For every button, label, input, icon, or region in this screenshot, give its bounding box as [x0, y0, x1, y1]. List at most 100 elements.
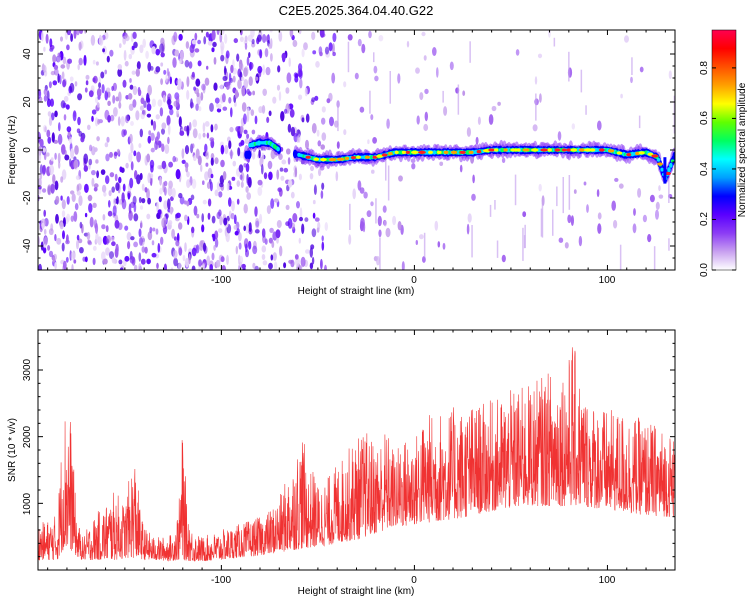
spectrogram-noise-cell [136, 61, 141, 70]
spectrogram-noise-cell [273, 261, 278, 270]
spectrogram-noise-cell [107, 100, 111, 107]
spectrogram-noise-cell [370, 114, 374, 121]
spectrogram-noise-cell [47, 136, 52, 144]
spectrogram-noise-cell [361, 43, 366, 54]
spectrogram-noise-cell [118, 176, 122, 184]
spectrogram-noise-cell [129, 255, 135, 264]
spectrogram-noise-cell [184, 257, 190, 268]
spectrogram-noise-cell [305, 249, 310, 254]
spectrogram-noise-cell [51, 132, 55, 143]
spectrogram-noise-cell [131, 45, 135, 51]
spectrogram-noise-cell [163, 263, 167, 270]
spectrogram-noise-cell [310, 244, 315, 250]
spectrogram-noise-cell [53, 64, 59, 70]
spectrogram-noise-cell [56, 237, 62, 245]
spectrogram-noise-cell [94, 117, 99, 127]
spectrogram-noise-cell [258, 149, 261, 159]
spectrogram-noise-cell [491, 105, 497, 112]
spectrogram-noise-cell [78, 57, 83, 66]
spectrogram-noise-cell [87, 194, 93, 202]
spectrogram-noise-cell [156, 262, 159, 269]
spectrogram-noise-cell [139, 44, 144, 54]
spectrogram-noise-cell [203, 36, 207, 45]
spectrogram-noise-cell [69, 82, 75, 93]
spectrogram-noise-cell [146, 153, 151, 163]
spectrogram-noise-cell [119, 166, 123, 173]
spectrogram-noise-cell [200, 164, 203, 172]
spectrogram-noise-cell [49, 38, 53, 48]
spectrogram-noise-cell [216, 103, 219, 108]
spectrogram-noise-cell [55, 213, 59, 224]
spectrogram-noise-cell [538, 183, 542, 192]
spectrogram-x-axis-label: Height of straight line (km) [298, 286, 415, 297]
spectrogram-noise-cell [534, 76, 538, 85]
spectrogram-noise-cell [178, 247, 183, 256]
spectrogram-noise-cell [252, 245, 258, 255]
spectrogram-noise-cell [150, 119, 154, 126]
spectrogram-noise-cell [105, 247, 110, 256]
spectrogram-noise-cell [343, 129, 347, 136]
spectrogram-noise-cell [85, 80, 89, 86]
spectrogram-noise-cell [169, 206, 173, 215]
spectrogram-noise-cell [38, 263, 42, 270]
signal-peak-cell [468, 150, 474, 154]
snr-x-tick-label: -100 [211, 575, 231, 586]
spectrogram-noise-cell [220, 144, 225, 155]
spectrogram-noise-cell [241, 102, 247, 112]
spectrogram-noise-cell [382, 205, 387, 213]
spectrogram-noise-cell [60, 195, 63, 201]
spectrogram-noise-cell [214, 97, 220, 104]
spectrogram-noise-cell [298, 70, 303, 79]
spectrogram-noise-cell [65, 256, 69, 263]
spectrogram-noise-cell [43, 209, 46, 217]
spectrogram-streak-cell [673, 95, 675, 134]
spectrogram-panel: -100 0 100 -40 -20 0 20 40 Height of str… [7, 29, 676, 297]
spectrogram-noise-cell [62, 260, 67, 270]
spectrogram-noise-cell [319, 51, 323, 57]
spectrogram-noise-cell [138, 196, 142, 204]
spectrogram-noise-cell [285, 204, 290, 210]
spectrogram-noise-cell [251, 151, 256, 160]
spectrogram-noise-cell [74, 81, 78, 87]
spectrogram-noise-cell [101, 224, 106, 230]
snr-x-axis-label: Height of straight line (km) [298, 586, 415, 597]
spectrogram-noise-cell [501, 157, 506, 163]
spectrogram-noise-cell [171, 187, 176, 198]
spectrogram-noise-cell [197, 60, 202, 67]
spectrogram-noise-cell [235, 245, 238, 255]
spectrogram-noise-cell [53, 68, 59, 76]
spectrogram-noise-cell [336, 141, 340, 149]
spectrogram-noise-cell [228, 140, 232, 150]
spectrogram-noise-cell [157, 99, 163, 107]
spectrogram-noise-cell [262, 88, 268, 97]
spectrogram-noise-cell [620, 93, 623, 99]
colorbar-tick-label: 0.2 [699, 212, 710, 226]
spectrogram-noise-cell [246, 192, 251, 200]
signal-peak-cell [328, 158, 337, 162]
chart-title: C2E5.2025.364.04.40.G22 [279, 3, 434, 18]
spectrogram-noise-cell [57, 133, 63, 145]
spectrogram-noise-cell [60, 36, 63, 42]
spectrogram-noise-cell [416, 115, 420, 125]
colorbar-tick-label: 0.4 [699, 162, 710, 176]
spectrogram-noise-cell [50, 157, 54, 162]
spectrogram-noise-cell [205, 150, 210, 160]
spectrogram-noise-cell [206, 255, 210, 266]
spectrogram-noise-cell [214, 124, 217, 131]
spectrogram-noise-cell [83, 54, 87, 66]
signal-core-cell [667, 167, 671, 173]
spectrogram-noise-cell [578, 235, 583, 247]
signal-peak-cell [578, 148, 585, 152]
snr-x-tick-label: 100 [599, 575, 616, 586]
spectrogram-noise-cell [321, 235, 324, 242]
spectrogram-noise-cell [127, 192, 131, 200]
spectrogram-noise-cell [378, 35, 384, 42]
spectrogram-noise-cell [424, 111, 428, 122]
spectrogram-noise-cell [658, 185, 661, 192]
spectrogram-noise-cell [332, 51, 336, 57]
spectrogram-noise-cell [175, 169, 181, 180]
spectrogram-noise-cell [243, 67, 248, 77]
spectrogram-noise-cell [92, 59, 96, 65]
spectrogram-noise-cell [221, 265, 226, 270]
signal-peak-cell [336, 157, 345, 161]
